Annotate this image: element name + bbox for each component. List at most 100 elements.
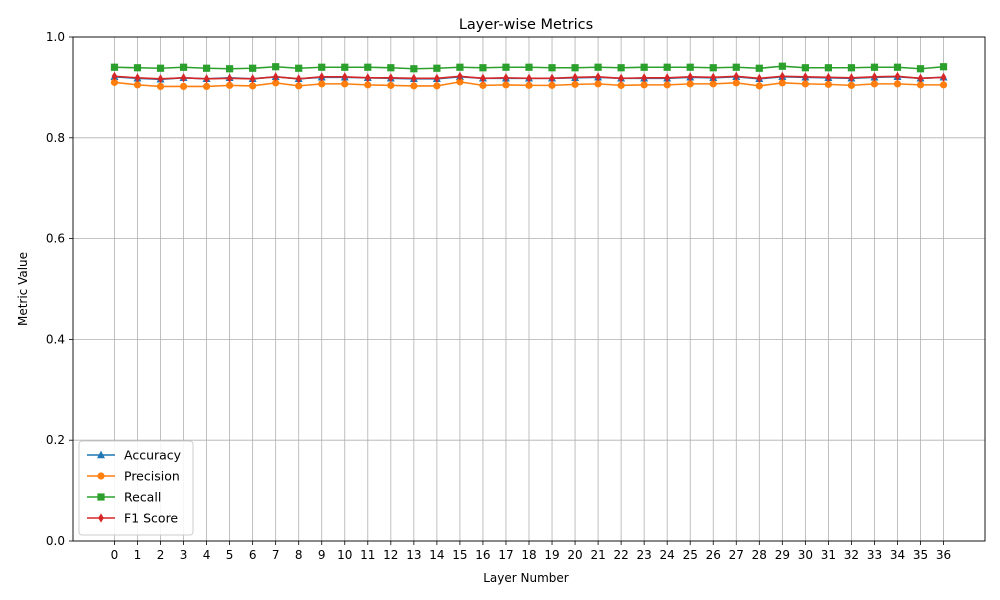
legend: Accuracy Precision Recall F1 Score <box>78 440 194 536</box>
data-point-precision <box>640 81 648 89</box>
data-point-recall <box>755 64 763 72</box>
data-point-precision <box>433 82 441 90</box>
data-point-f1-score <box>434 73 440 83</box>
data-point-recall <box>387 64 395 72</box>
data-point-precision <box>732 79 740 87</box>
x-tick-label: 15 <box>452 548 467 562</box>
data-point-recall <box>916 65 925 73</box>
data-point-f1-score <box>641 73 647 83</box>
data-point-precision <box>801 80 809 88</box>
x-tick-label: 11 <box>360 548 375 562</box>
data-point-precision <box>893 80 902 88</box>
data-point-recall <box>778 62 786 70</box>
data-point-f1-score <box>710 72 717 82</box>
data-point-precision <box>272 79 280 87</box>
data-point-precision <box>318 80 326 88</box>
x-tick-label: 9 <box>318 548 326 562</box>
data-point-precision <box>870 80 879 88</box>
data-point-recall <box>456 63 464 71</box>
data-point-precision <box>110 78 119 86</box>
series-lines <box>110 62 948 90</box>
data-point-precision <box>479 81 487 89</box>
x-tick-label: 34 <box>890 548 905 562</box>
y-tick-label: 0.6 <box>46 232 65 246</box>
data-point-f1-score <box>180 73 187 83</box>
data-point-f1-score <box>457 71 463 81</box>
data-point-f1-score <box>871 72 878 82</box>
data-point-precision <box>663 81 671 89</box>
data-point-f1-score <box>272 72 279 82</box>
data-point-f1-score <box>341 72 348 82</box>
legend-item-f1-score: F1 Score <box>87 511 178 526</box>
data-point-recall <box>479 64 487 72</box>
data-point-recall <box>939 63 948 71</box>
data-point-f1-score <box>526 73 532 83</box>
data-point-recall <box>433 64 441 72</box>
x-tick-label: 10 <box>337 548 352 562</box>
x-tick-label: 1 <box>134 548 142 562</box>
data-point-f1-score <box>572 72 578 82</box>
legend-item-accuracy: Accuracy <box>87 448 182 463</box>
data-point-f1-score <box>226 73 233 83</box>
data-point-precision <box>617 81 625 89</box>
data-point-f1-score <box>249 74 256 84</box>
data-point-precision <box>594 80 602 88</box>
y-tick-label: 0.8 <box>46 131 65 145</box>
x-tick-label: 36 <box>936 548 951 562</box>
data-point-f1-score <box>733 71 740 81</box>
data-point-f1-score <box>318 72 325 82</box>
data-point-recall <box>801 64 809 72</box>
data-point-precision <box>824 80 832 88</box>
data-point-precision <box>179 82 188 90</box>
data-point-recall <box>870 63 879 71</box>
data-point-f1-score <box>595 72 601 82</box>
data-point-precision <box>755 82 763 90</box>
data-point-f1-score <box>134 73 141 83</box>
x-tick-label: 8 <box>295 548 303 562</box>
series-precision <box>110 78 948 90</box>
x-tick-label: 19 <box>544 548 559 562</box>
data-point-f1-score <box>940 72 947 82</box>
data-point-f1-score <box>364 73 371 83</box>
data-point-recall <box>548 64 556 72</box>
data-point-recall <box>295 64 303 72</box>
y-tick-label: 0.2 <box>46 433 65 447</box>
data-point-precision <box>502 81 510 89</box>
data-point-f1-score <box>503 73 509 83</box>
data-point-recall <box>110 63 119 71</box>
data-point-recall <box>617 64 625 72</box>
data-point-f1-score <box>848 73 855 83</box>
legend-item-precision: Precision <box>87 469 180 484</box>
x-tick-label: 23 <box>637 548 652 562</box>
data-point-f1-score <box>295 74 302 84</box>
data-point-precision <box>939 81 948 89</box>
x-tick-label: 33 <box>867 548 882 562</box>
x-tick-label: 31 <box>821 548 836 562</box>
x-tick-label: 14 <box>429 548 444 562</box>
x-tick-label: 6 <box>249 548 257 562</box>
legend-label: Recall <box>124 490 161 505</box>
data-point-f1-score <box>756 73 763 83</box>
data-point-f1-score <box>825 72 832 82</box>
x-tick-label: 5 <box>226 548 234 562</box>
data-point-recall <box>156 64 165 72</box>
legend-swatch-marker <box>97 472 105 480</box>
data-point-precision <box>548 81 556 89</box>
x-tick-label: 29 <box>775 548 790 562</box>
legend-item-recall: Recall <box>87 490 161 505</box>
x-tick-label: 22 <box>613 548 628 562</box>
data-point-precision <box>156 82 165 90</box>
data-point-precision <box>686 80 694 88</box>
data-point-recall <box>571 64 579 72</box>
series-f1-score <box>111 71 947 84</box>
x-tick-label: 3 <box>180 548 188 562</box>
data-point-precision <box>709 80 717 88</box>
data-point-f1-score <box>157 74 164 84</box>
data-point-precision <box>778 79 786 87</box>
y-tick-label: 1.0 <box>46 30 65 44</box>
data-point-precision <box>387 81 395 89</box>
data-point-f1-score <box>779 71 786 81</box>
data-point-precision <box>226 81 234 89</box>
data-point-recall <box>525 63 533 71</box>
x-tick-label: 30 <box>798 548 813 562</box>
